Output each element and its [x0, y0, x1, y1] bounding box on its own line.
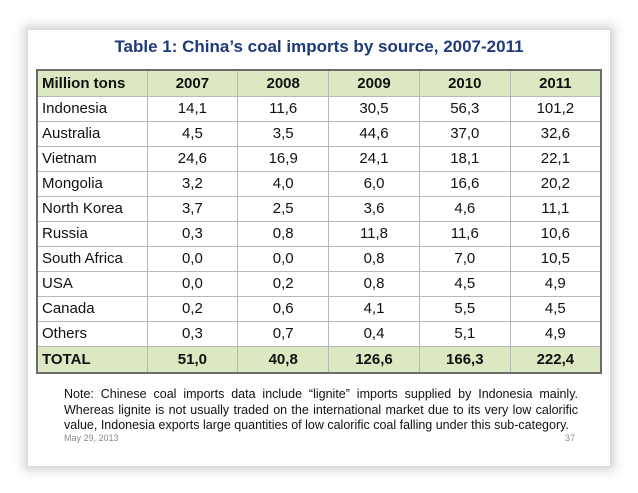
row-value-cell: 4,9 [509, 270, 602, 297]
table-row: South Africa 0,0 0,0 0,8 7,0 10,5 [36, 245, 602, 272]
row-value-cell: 11,6 [418, 220, 511, 247]
header-label-cell: Million tons [36, 69, 148, 97]
total-value-cell: 40,8 [237, 345, 330, 374]
row-value-cell: 0,0 [237, 245, 330, 272]
table-row: Canada 0,2 0,6 4,1 5,5 4,5 [36, 295, 602, 322]
row-value-cell: 0,2 [237, 270, 330, 297]
row-value-cell: 30,5 [328, 95, 420, 122]
row-value-cell: 0,3 [146, 320, 239, 347]
row-source-cell: USA [36, 270, 148, 297]
row-source-cell: South Africa [36, 245, 148, 272]
row-source-cell: Others [36, 320, 148, 347]
row-value-cell: 14,1 [146, 95, 239, 122]
row-value-cell: 24,6 [146, 145, 239, 172]
row-value-cell: 44,6 [328, 120, 420, 147]
row-value-cell: 22,1 [509, 145, 602, 172]
table-title: Table 1: China’s coal imports by source,… [114, 37, 524, 56]
row-value-cell: 3,7 [146, 195, 239, 222]
row-value-cell: 18,1 [418, 145, 511, 172]
page-number: 37 [565, 433, 576, 443]
row-value-cell: 101,2 [509, 95, 602, 122]
row-value-cell: 0,4 [328, 320, 420, 347]
row-value-cell: 3,6 [328, 195, 420, 222]
row-value-cell: 0,8 [237, 220, 330, 247]
header-year-cell: 2011 [509, 69, 602, 97]
coal-imports-table: Million tons 2007 2008 2009 2010 2011 Indones… [36, 69, 602, 374]
row-value-cell: 4,9 [509, 320, 602, 347]
row-value-cell: 11,6 [237, 95, 330, 122]
row-value-cell: 56,3 [418, 95, 511, 122]
row-value-cell: 32,6 [509, 120, 602, 147]
table-note: Note: Chinese coal imports data include … [64, 387, 578, 432]
table-header-row: Million tons 2007 2008 2009 2010 2011 [36, 69, 602, 97]
table-row: Russia 0,3 0,8 11,8 11,6 10,6 [36, 220, 602, 247]
row-value-cell: 0,7 [237, 320, 330, 347]
row-value-cell: 5,1 [418, 320, 511, 347]
table-total-row: TOTAL 51,0 40,8 126,6 166,3 222,4 [36, 345, 602, 374]
row-source-cell: Australia [36, 120, 148, 147]
table-row: Australia 4,5 3,5 44,6 37,0 32,6 [36, 120, 602, 147]
row-value-cell: 3,2 [146, 170, 239, 197]
table-row: Others 0,3 0,7 0,4 5,1 4,9 [36, 320, 602, 347]
header-year-cell: 2009 [328, 69, 420, 97]
row-value-cell: 0,2 [146, 295, 239, 322]
row-value-cell: 0,0 [146, 245, 239, 272]
header-year-cell: 2010 [418, 69, 511, 97]
row-value-cell: 4,5 [509, 295, 602, 322]
row-value-cell: 4,0 [237, 170, 330, 197]
row-source-cell: Vietnam [36, 145, 148, 172]
row-value-cell: 4,5 [418, 270, 511, 297]
row-source-cell: Russia [36, 220, 148, 247]
row-value-cell: 10,6 [509, 220, 602, 247]
row-value-cell: 4,1 [328, 295, 420, 322]
footer-date: May 29, 2013 [64, 433, 119, 443]
row-value-cell: 10,5 [509, 245, 602, 272]
table-row: North Korea 3,7 2,5 3,6 4,6 11,1 [36, 195, 602, 222]
row-source-cell: Indonesia [36, 95, 148, 122]
row-source-cell: North Korea [36, 195, 148, 222]
row-value-cell: 0,0 [146, 270, 239, 297]
row-value-cell: 4,5 [146, 120, 239, 147]
total-value-cell: 126,6 [328, 345, 420, 374]
row-value-cell: 37,0 [418, 120, 511, 147]
row-value-cell: 20,2 [509, 170, 602, 197]
table-row: USA 0,0 0,2 0,8 4,5 4,9 [36, 270, 602, 297]
row-value-cell: 16,9 [237, 145, 330, 172]
row-value-cell: 7,0 [418, 245, 511, 272]
row-value-cell: 4,6 [418, 195, 511, 222]
row-source-cell: Mongolia [36, 170, 148, 197]
header-year-cell: 2007 [146, 69, 239, 97]
row-value-cell: 2,5 [237, 195, 330, 222]
total-value-cell: 51,0 [146, 345, 239, 374]
table-row: Indonesia 14,1 11,6 30,5 56,3 101,2 [36, 95, 602, 122]
row-value-cell: 0,6 [237, 295, 330, 322]
row-value-cell: 16,6 [418, 170, 511, 197]
row-value-cell: 3,5 [237, 120, 330, 147]
row-value-cell: 24,1 [328, 145, 420, 172]
row-value-cell: 0,3 [146, 220, 239, 247]
total-label-cell: TOTAL [36, 345, 148, 374]
row-value-cell: 0,8 [328, 245, 420, 272]
row-value-cell: 5,5 [418, 295, 511, 322]
row-value-cell: 11,1 [509, 195, 602, 222]
row-value-cell: 11,8 [328, 220, 420, 247]
total-value-cell: 166,3 [418, 345, 511, 374]
total-value-cell: 222,4 [509, 345, 602, 374]
row-value-cell: 0,8 [328, 270, 420, 297]
row-source-cell: Canada [36, 295, 148, 322]
table-row: Vietnam 24,6 16,9 24,1 18,1 22,1 [36, 145, 602, 172]
table-row: Mongolia 3,2 4,0 6,0 16,6 20,2 [36, 170, 602, 197]
row-value-cell: 6,0 [328, 170, 420, 197]
header-year-cell: 2008 [237, 69, 330, 97]
